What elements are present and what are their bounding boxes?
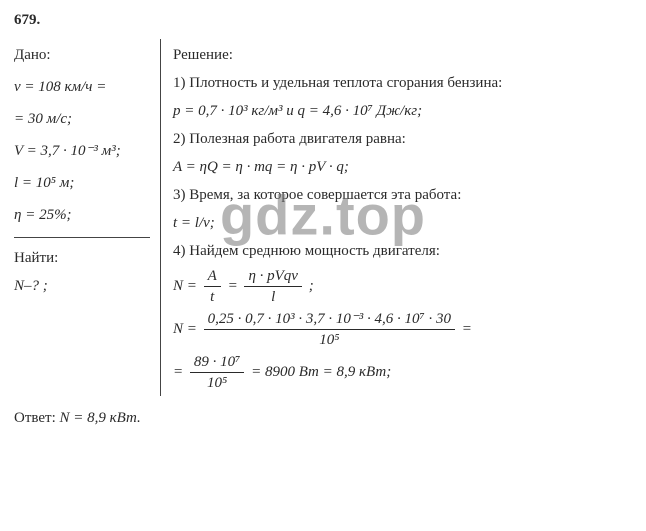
given-volume: V = 3,7 · 10⁻³ м³;: [14, 139, 150, 163]
frac-num: A: [204, 267, 221, 287]
given-velocity-1: v = 108 км/ч =: [14, 75, 150, 99]
find-heading: Найти:: [14, 246, 150, 270]
fraction-A-over-t: A t: [204, 267, 221, 306]
find-section: Найти: N–? ;: [14, 237, 150, 302]
power-formula: N = A t = η · pVqv l ;: [173, 267, 632, 306]
solution-heading: Решение:: [173, 43, 632, 67]
step-1-text: 1) Плотность и удельная теплота сгорания…: [173, 71, 632, 95]
eq-prefix: =: [173, 364, 187, 380]
step-2-formula: A = ηQ = η · mq = η · pV · q;: [173, 155, 632, 179]
answer-value: N = 8,9 кВт.: [60, 410, 141, 426]
given-heading: Дано:: [14, 43, 150, 67]
frac-num: η · pVqv: [244, 267, 302, 287]
frac-num: 89 · 10⁷: [190, 353, 244, 373]
solution-column: Решение: 1) Плотность и удельная теплота…: [161, 39, 632, 396]
two-column-layout: Дано: v = 108 км/ч = = 30 м/с; V = 3,7 ·…: [14, 39, 632, 396]
find-target: N–? ;: [14, 274, 150, 298]
given-column: Дано: v = 108 км/ч = = 30 м/с; V = 3,7 ·…: [14, 39, 160, 396]
fraction-calc: 0,25 · 0,7 · 10³ · 3,7 · 10⁻³ · 4,6 · 10…: [204, 310, 455, 349]
given-length: l = 10⁵ м;: [14, 171, 150, 195]
frac-den: 10⁵: [204, 330, 455, 349]
eq-trail: =: [462, 321, 472, 337]
result-tail: = 8900 Вт = 8,9 кВт;: [251, 364, 391, 380]
fraction-result: 89 · 10⁷ 10⁵: [190, 353, 244, 392]
eq-lhs: N =: [173, 278, 201, 294]
step-4-text: 4) Найдем среднюю мощность двигателя:: [173, 239, 632, 263]
step-1-values: p = 0,7 · 10³ кг/м³ и q = 4,6 · 10⁷ Дж/к…: [173, 99, 632, 123]
power-calc: N = 0,25 · 0,7 · 10³ · 3,7 · 10⁻³ · 4,6 …: [173, 310, 632, 349]
answer-label: Ответ:: [14, 410, 60, 426]
given-velocity-2: = 30 м/с;: [14, 107, 150, 131]
frac-den: t: [204, 287, 221, 306]
step-3-formula: t = l/v;: [173, 211, 632, 235]
eq-mid: =: [228, 278, 242, 294]
semicolon: ;: [309, 278, 314, 294]
problem-number: 679.: [14, 12, 632, 29]
frac-num: 0,25 · 0,7 · 10³ · 3,7 · 10⁻³ · 4,6 · 10…: [204, 310, 455, 330]
left-spacer: [14, 302, 150, 396]
answer-line: Ответ: N = 8,9 кВт.: [14, 410, 632, 427]
step-2-text: 2) Полезная работа двигателя равна:: [173, 127, 632, 151]
given-eta: η = 25%;: [14, 203, 150, 227]
power-result: = 89 · 10⁷ 10⁵ = 8900 Вт = 8,9 кВт;: [173, 353, 632, 392]
frac-den: 10⁵: [190, 373, 244, 392]
eq-lhs: N =: [173, 321, 201, 337]
frac-den: l: [244, 287, 302, 306]
fraction-eta-pVqv-over-l: η · pVqv l: [244, 267, 302, 306]
step-3-text: 3) Время, за которое совершается эта раб…: [173, 183, 632, 207]
